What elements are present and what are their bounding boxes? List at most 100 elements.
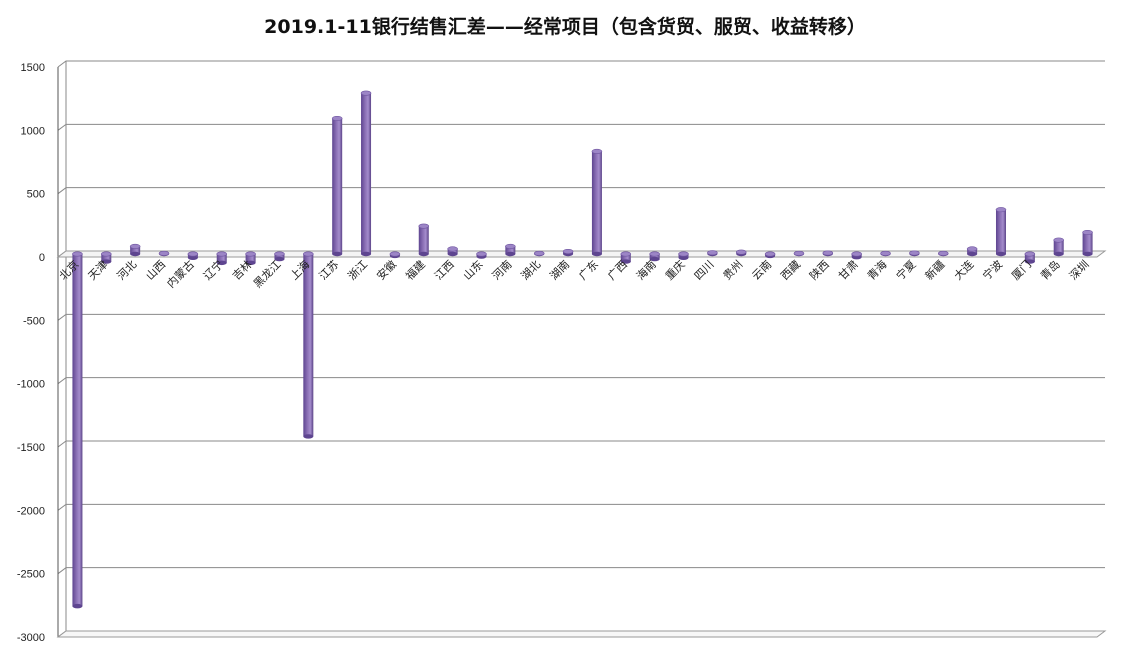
bar-top-cap [245, 251, 256, 257]
bar [129, 243, 141, 257]
bar-end-cap [130, 251, 141, 257]
bar-top-cap [966, 246, 978, 252]
bar-top-cap [620, 251, 632, 257]
y-tick-label: 1500 [21, 62, 45, 74]
bar-end-cap [678, 255, 689, 260]
bar [1053, 237, 1065, 257]
bar [533, 250, 545, 257]
bar [764, 251, 776, 259]
bar-top-cap [158, 250, 170, 256]
y-tick-label: 0 [39, 252, 45, 264]
x-category-label: 湖北 [519, 258, 544, 283]
bar [72, 251, 83, 609]
bar [909, 250, 920, 257]
bar-body [101, 254, 112, 262]
gridline [57, 440, 1105, 448]
bar-body [303, 254, 314, 437]
bar [562, 248, 574, 257]
bar [331, 115, 343, 257]
bar-end-cap [101, 259, 112, 264]
x-category-label: 湖南 [547, 258, 572, 283]
x-category-label: 重庆 [662, 257, 687, 282]
bar [707, 250, 718, 257]
y-tick-label: 1000 [21, 125, 45, 137]
bar [158, 250, 170, 257]
zero-floor-plane [56, 250, 1107, 258]
bar-top-cap [735, 249, 747, 255]
bar [966, 246, 978, 257]
x-category-label: 贵州 [721, 258, 746, 283]
bar-top-cap [533, 250, 545, 256]
bar-body [591, 151, 602, 254]
gridline [57, 567, 1105, 575]
bar-body [332, 118, 343, 254]
gridline [57, 60, 1105, 68]
bar-top-cap [707, 250, 718, 256]
x-category-label: 宁波 [980, 257, 1005, 282]
bar-top-cap [937, 250, 949, 256]
bar-end-cap [1053, 251, 1064, 257]
bar [649, 251, 660, 262]
bar [187, 251, 199, 260]
gridline [57, 313, 1105, 321]
x-category-label: 江西 [432, 258, 457, 283]
bar [591, 148, 603, 257]
bar-body [505, 246, 516, 254]
x-category-label: 内蒙古 [164, 257, 197, 290]
bar-top-cap [303, 251, 314, 257]
bar-top-cap [1024, 251, 1036, 257]
bar-end-cap [72, 603, 83, 609]
bar-end-cap [418, 251, 429, 257]
bar [620, 251, 632, 264]
bar-end-cap [274, 256, 285, 262]
bar-top-cap [1053, 237, 1065, 243]
bar-top-cap [649, 251, 660, 257]
bar [303, 251, 314, 439]
y-tick-label: -2000 [17, 505, 45, 517]
bar [995, 207, 1007, 257]
bar-top-cap [1082, 229, 1093, 235]
bar-end-cap [1082, 251, 1093, 257]
x-category-label: 广东 [576, 258, 601, 283]
bar-end-cap [303, 434, 314, 439]
bar-body [361, 93, 372, 254]
bar-top-cap [274, 251, 285, 257]
x-category-label: 大连 [951, 257, 976, 282]
bar [1082, 229, 1093, 257]
x-category-label: 深圳 [1067, 258, 1092, 283]
bar [505, 243, 516, 257]
bar-body [447, 248, 458, 254]
bar-body [274, 254, 285, 260]
bar-end-cap [995, 251, 1006, 257]
chart-title: 2019.1-11银行结售汇差——经常项目（包含货贸、服贸、收益转移） [264, 16, 866, 38]
x-category-label: 河南 [490, 258, 515, 283]
bar [1024, 251, 1036, 264]
bar-top-cap [129, 243, 141, 249]
bar-body [649, 254, 660, 260]
bar-top-cap [764, 251, 776, 257]
bar-top-cap [72, 251, 83, 257]
bar-end-cap [967, 251, 978, 257]
x-category-label: 福建 [402, 257, 427, 282]
bar [793, 250, 805, 257]
bar-body [1082, 232, 1093, 254]
bar [937, 250, 949, 257]
bar-end-cap [649, 256, 660, 262]
y-tick-label: 500 [27, 189, 45, 201]
bar [447, 246, 458, 257]
x-category-label: 云南 [749, 258, 774, 283]
bar-body [1024, 254, 1035, 262]
bar-end-cap [620, 259, 631, 264]
bar-end-cap [245, 260, 256, 266]
bar-top-cap [447, 246, 458, 252]
bar-end-cap [332, 251, 343, 257]
x-category-label: 黑龙江 [251, 258, 284, 291]
bar-top-cap [331, 115, 343, 121]
x-category-label: 河北 [115, 258, 140, 283]
bar-end-cap [216, 260, 227, 266]
x-category-label: 安徽 [374, 257, 399, 282]
x-category-label: 四川 [692, 258, 717, 283]
x-category-label: 甘肃 [836, 258, 861, 283]
